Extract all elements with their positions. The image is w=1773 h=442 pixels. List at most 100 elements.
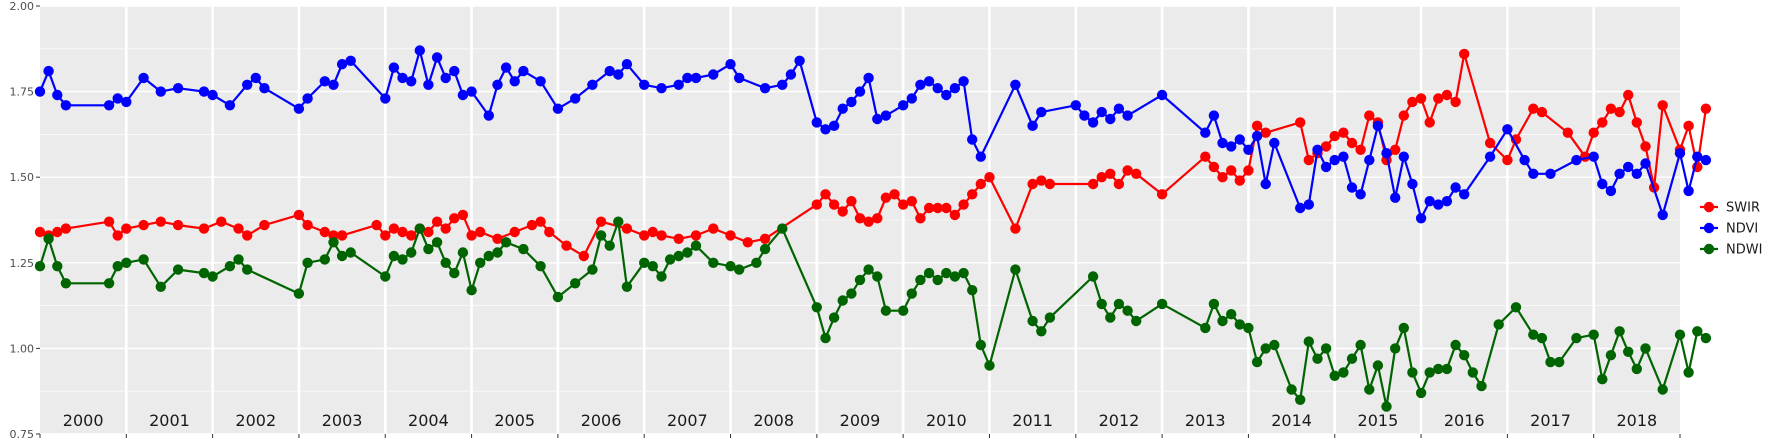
data-point-ndwi: [1329, 370, 1340, 381]
data-point-swir: [1243, 165, 1254, 176]
data-point-ndwi: [380, 271, 391, 282]
year-label: 2003: [322, 411, 363, 430]
data-point-ndwi: [1390, 343, 1401, 354]
data-point-ndvi: [1415, 213, 1427, 224]
data-point-ndwi: [198, 267, 210, 279]
data-point-ndwi: [604, 240, 615, 251]
data-point-swir: [52, 226, 63, 238]
data-point-ndvi: [1597, 178, 1608, 190]
data-point-ndwi: [811, 302, 822, 313]
data-point-swir: [915, 213, 926, 224]
data-point-swir: [1441, 89, 1453, 101]
data-point-ndwi: [423, 243, 434, 255]
data-point-swir: [1588, 127, 1599, 138]
data-point-ndwi: [1036, 326, 1047, 337]
data-point-ndwi: [1251, 356, 1263, 368]
data-point-ndvi: [1605, 185, 1617, 197]
data-point-ndvi: [155, 86, 166, 97]
data-point-ndvi: [431, 52, 443, 63]
data-point-ndwi: [932, 274, 943, 286]
data-point-ndvi: [854, 86, 866, 97]
legend-key-dot: [1703, 243, 1715, 255]
data-point-ndwi: [1674, 329, 1686, 340]
data-point-ndvi: [1208, 110, 1220, 121]
data-point-ndvi: [1329, 154, 1340, 166]
data-point-ndvi: [1450, 182, 1461, 193]
data-point-ndvi: [1407, 178, 1418, 190]
data-point-ndwi: [1493, 319, 1504, 330]
data-point-ndvi: [820, 124, 831, 135]
data-point-ndwi: [949, 271, 961, 282]
data-point-ndwi: [52, 261, 63, 272]
data-point-ndwi: [302, 257, 313, 268]
data-point-swir: [1459, 48, 1470, 60]
data-point-swir: [1623, 89, 1634, 101]
data-point-ndvi: [975, 151, 986, 162]
data-point-swir: [1631, 117, 1643, 128]
data-point-ndwi: [708, 257, 719, 268]
data-point-ndvi: [725, 58, 736, 70]
data-point-ndwi: [492, 247, 503, 258]
data-point-ndwi: [570, 278, 581, 289]
data-point-ndvi: [673, 79, 684, 91]
data-point-ndvi: [259, 83, 270, 94]
data-point-ndvi: [345, 55, 356, 66]
year-label: 2014: [1271, 411, 1312, 430]
y-axis: 0.75 1.00 1.25 1.50 1.75 2.00: [10, 0, 40, 441]
data-point-ndwi: [345, 247, 356, 258]
data-point-ndvi: [811, 117, 822, 128]
data-point-ndwi: [34, 261, 46, 272]
data-point-swir: [1234, 175, 1246, 186]
data-point-ndwi: [1700, 332, 1712, 344]
data-point-swir: [1364, 110, 1375, 121]
data-point-ndvi: [406, 76, 417, 87]
data-point-ndvi: [734, 72, 745, 84]
data-point-swir: [121, 223, 132, 234]
data-point-swir: [1415, 93, 1427, 104]
data-point-ndwi: [397, 254, 408, 265]
data-point-swir: [1683, 120, 1694, 131]
data-point-ndwi: [138, 254, 149, 265]
data-point-ndvi: [906, 93, 917, 104]
data-point-ndvi: [1113, 103, 1125, 114]
data-point-swir: [690, 230, 702, 241]
data-point-ndvi: [785, 69, 797, 80]
data-point-ndvi: [440, 72, 451, 84]
data-point-ndwi: [777, 223, 788, 234]
data-point-swir: [1260, 127, 1271, 138]
data-point-ndvi: [449, 65, 460, 77]
data-point-ndwi: [242, 264, 253, 275]
data-point-ndvi: [1674, 148, 1686, 159]
data-point-swir: [725, 230, 736, 241]
data-point-ndvi: [1226, 141, 1237, 152]
data-point-ndvi: [1545, 168, 1556, 179]
data-point-ndvi: [1364, 154, 1375, 166]
data-point-ndvi: [621, 58, 633, 70]
data-point-swir: [406, 230, 417, 241]
data-point-swir: [1433, 93, 1444, 104]
data-point-ndvi: [1260, 178, 1271, 190]
data-point-ndwi: [1295, 394, 1306, 405]
year-label: 2005: [494, 411, 535, 430]
data-point-ndvi: [639, 79, 650, 91]
year-label: 2004: [408, 411, 449, 430]
data-point-ndvi: [1683, 185, 1694, 197]
data-point-ndwi: [1415, 387, 1427, 399]
data-point-swir: [302, 219, 313, 231]
data-point-ndvi: [613, 69, 624, 80]
data-point-swir: [475, 226, 486, 238]
series-swir: [34, 48, 1712, 262]
data-point-ndwi: [457, 247, 469, 258]
year-label: 2013: [1185, 411, 1226, 430]
data-point-ndwi: [854, 274, 866, 286]
data-point-ndwi: [552, 291, 564, 303]
data-point-swir: [1251, 120, 1263, 131]
data-point-ndwi: [1217, 315, 1228, 327]
data-point-swir: [889, 189, 900, 200]
data-point-ndvi: [828, 120, 840, 131]
data-point-ndvi: [1156, 89, 1168, 101]
data-point-ndvi: [1320, 161, 1332, 173]
data-point-ndwi: [1260, 343, 1271, 354]
data-point-ndwi: [1320, 343, 1332, 354]
data-point-ndwi: [121, 257, 132, 268]
